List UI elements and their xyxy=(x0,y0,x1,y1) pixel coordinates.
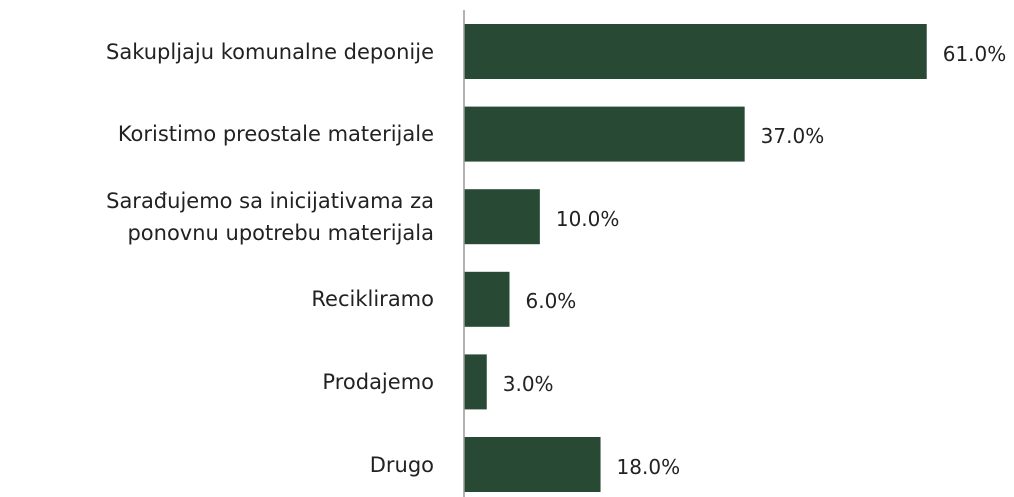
value-label: 61.0% xyxy=(942,41,1007,66)
category-label: Drugo xyxy=(369,452,434,477)
bar xyxy=(464,106,745,162)
bar xyxy=(464,189,540,245)
value-label: 3.0% xyxy=(502,371,554,396)
bar xyxy=(464,271,510,327)
category-label: Sarađujemo sa inicijativama za ponovnu u… xyxy=(106,188,434,245)
value-label: 18.0% xyxy=(616,454,681,479)
bar xyxy=(464,24,927,79)
value-label: 6.0% xyxy=(525,289,577,314)
category-label: Recikliramo xyxy=(311,287,434,312)
bar xyxy=(464,354,487,410)
category-label: Prodajemo xyxy=(322,369,434,394)
bar xyxy=(464,437,601,492)
category-label: Koristimo preostale materijale xyxy=(117,122,434,147)
category-label: Sakupljaju komunalne deponije xyxy=(106,39,434,64)
value-label: 10.0% xyxy=(555,206,620,231)
value-label: 37.0% xyxy=(760,124,825,149)
